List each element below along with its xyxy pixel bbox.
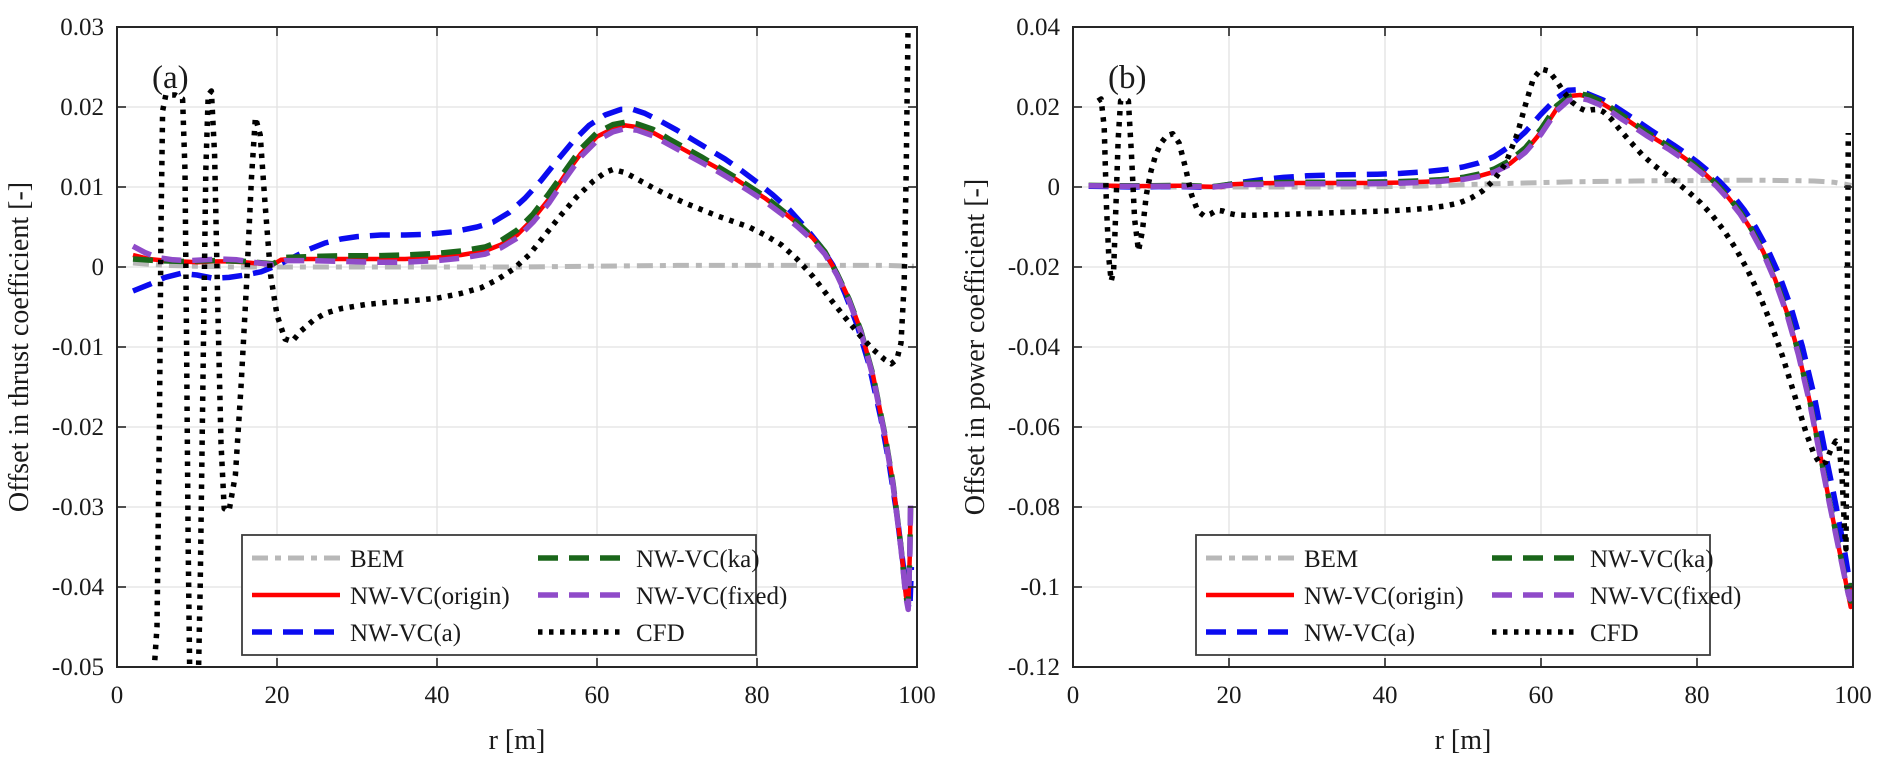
legend-label: NW-VC(ka): [636, 546, 760, 573]
legend-item-NW-VC(a): NW-VC(a): [1206, 620, 1415, 647]
series-group: [131, 27, 915, 667]
series-line-NW-VC(fixed): [131, 125, 914, 613]
y-tick-label: 0: [92, 254, 105, 281]
x-tick-label: 20: [1217, 682, 1242, 709]
legend-label: BEM: [350, 546, 404, 573]
legend: BEM NW-VC(origin) NW-VC(a) NW-VC(ka) NW-VC(f…: [241, 534, 787, 656]
gridlines: [1073, 27, 1853, 667]
x-axis-label: r [m]: [489, 725, 546, 756]
y-tick-label: -0.02: [52, 414, 104, 441]
subplot-b: 0 20 40 60 80 100 0.04 0.02 0 -0.02 -0.04 -0.06 -0.0…: [960, 14, 1872, 756]
legend-item-BEM: BEM: [252, 546, 404, 573]
legend: BEM NW-VC(origin) NW-VC(a) NW-VC(ka) NW-VC(f…: [1195, 534, 1741, 656]
y-tick-label: -0.12: [1008, 654, 1060, 681]
x-tick-label: 40: [1373, 682, 1398, 709]
subplot-a: 0 20 40 60 80 100 0.03 0.02 0.01 0 -0.01 -0.02 -0.03…: [4, 14, 936, 756]
legend-label: NW-VC(origin): [350, 583, 510, 610]
y-tick-label: 0.04: [1016, 14, 1060, 41]
legend-item-NW-VC(a): NW-VC(a): [252, 620, 461, 647]
y-tick-label: 0.02: [60, 94, 104, 121]
y-tick-label: -0.02: [1008, 254, 1060, 281]
legend-item-NW-VC(fixed): NW-VC(fixed): [538, 583, 787, 610]
legend-label: NW-VC(a): [350, 620, 461, 647]
legend-label: NW-VC(a): [1304, 620, 1415, 647]
legend-item-NW-VC(ka): NW-VC(ka): [538, 546, 760, 573]
x-tick-label: 40: [425, 682, 450, 709]
x-tick-label: 0: [1067, 682, 1080, 709]
panel-label: (a): [152, 60, 189, 96]
panel-label: (b): [1108, 60, 1146, 96]
y-tick-label: 0.02: [1016, 94, 1060, 121]
series-line-BEM: [132, 260, 914, 270]
legend-label: CFD: [636, 620, 685, 647]
series-line-NW-VC(a): [1088, 87, 1853, 596]
tick-marks: [116, 26, 918, 668]
series-line-BEM: [1088, 177, 1852, 190]
y-tick-label: -0.1: [1020, 574, 1060, 601]
x-tick-label: 80: [1685, 682, 1710, 709]
legend-item-CFD: CFD: [538, 620, 685, 647]
y-tick-label: 0: [1048, 174, 1061, 201]
y-axis-label: Offset in power coefficient [-]: [960, 179, 991, 515]
y-tick-label: -0.04: [52, 574, 105, 601]
legend-item-NW-VC(ka): NW-VC(ka): [1492, 546, 1714, 573]
y-tick-label: -0.01: [52, 334, 104, 361]
y-axis-label: Offset in thrust coefficient [-]: [4, 182, 35, 512]
legend-item-BEM: BEM: [1206, 546, 1358, 573]
series-line-NW-VC(ka): [132, 119, 914, 610]
legend-item-NW-VC(origin): NW-VC(origin): [252, 583, 510, 610]
legend-label: BEM: [1304, 546, 1358, 573]
series-line-NW-VC(fixed): [1088, 95, 1853, 602]
legend-label: NW-VC(fixed): [1590, 583, 1741, 610]
x-tick-label: 20: [265, 682, 290, 709]
x-tick-label: 80: [745, 682, 770, 709]
legend-item-CFD: CFD: [1492, 620, 1639, 647]
y-tick-label: 0.03: [60, 14, 104, 41]
legend-label: NW-VC(origin): [1304, 583, 1464, 610]
x-tick-label: 60: [585, 682, 610, 709]
y-tick-label: -0.03: [52, 494, 104, 521]
series-line-CFD: [151, 27, 911, 667]
tick-marks: [1072, 26, 1854, 668]
legend-item-NW-VC(origin): NW-VC(origin): [1206, 583, 1464, 610]
x-tick-label: 0: [111, 682, 124, 709]
legend-label: CFD: [1590, 620, 1639, 647]
legend-item-NW-VC(fixed): NW-VC(fixed): [1492, 583, 1741, 610]
x-tick-label: 100: [898, 682, 936, 709]
series-line-CFD: [1096, 66, 1852, 552]
y-tick-label: -0.08: [1008, 494, 1060, 521]
series-line-NW-VC(origin): [1088, 92, 1853, 610]
y-tick-label: 0.01: [60, 174, 104, 201]
x-axis-label: r [m]: [1435, 725, 1492, 756]
x-tick-label: 60: [1529, 682, 1554, 709]
y-tick-label: -0.05: [52, 654, 104, 681]
y-tick-label: -0.04: [1008, 334, 1061, 361]
legend-label: NW-VC(ka): [1590, 546, 1714, 573]
legend-label: NW-VC(fixed): [636, 583, 787, 610]
x-tick-label: 100: [1834, 682, 1872, 709]
series-group: [1088, 66, 1853, 610]
y-tick-label: -0.06: [1008, 414, 1060, 441]
